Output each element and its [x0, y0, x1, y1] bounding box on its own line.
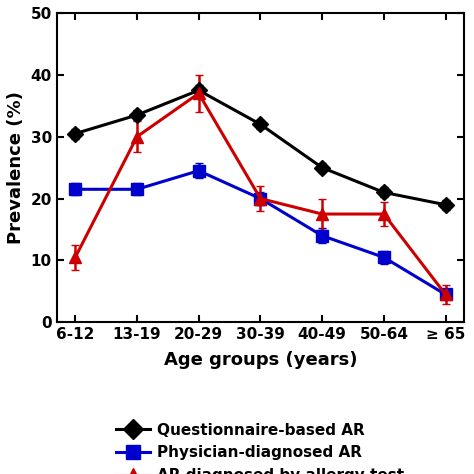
X-axis label: Age groups (years): Age groups (years) [164, 350, 357, 368]
Y-axis label: Prevalence (%): Prevalence (%) [7, 91, 25, 244]
Legend: Questionnaire-based AR, Physician-diagnosed AR, AR diagnosed by allergy test: Questionnaire-based AR, Physician-diagno… [116, 423, 405, 474]
